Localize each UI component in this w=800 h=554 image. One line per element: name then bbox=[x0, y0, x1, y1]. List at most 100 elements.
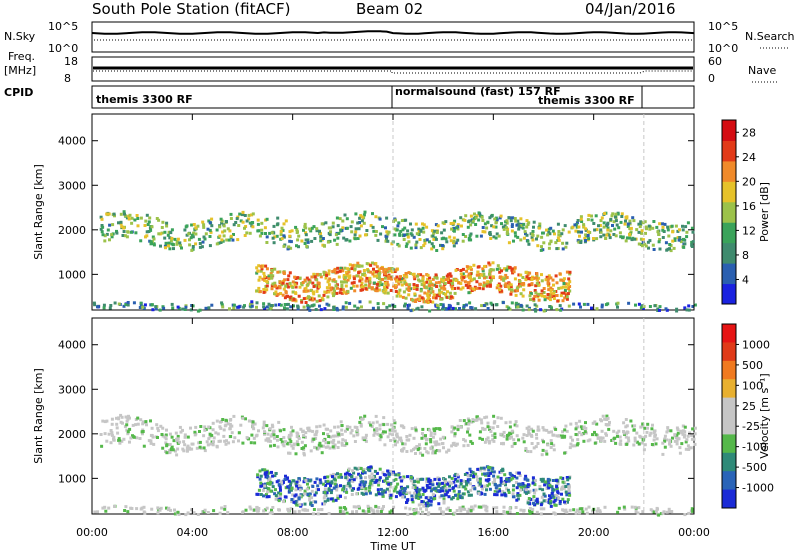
range-time-cell bbox=[110, 417, 114, 421]
range-time-cell bbox=[534, 291, 538, 295]
range-time-cell bbox=[404, 218, 408, 222]
range-time-cell bbox=[505, 226, 508, 230]
range-time-cell bbox=[351, 264, 355, 268]
range-time-cell bbox=[418, 238, 422, 241]
range-time-cell bbox=[170, 302, 174, 306]
range-time-cell bbox=[524, 448, 528, 452]
range-time-cell bbox=[248, 221, 252, 225]
range-time-cell bbox=[591, 421, 595, 425]
range-time-cell bbox=[322, 423, 326, 427]
range-time-cell bbox=[466, 417, 470, 421]
range-time-cell bbox=[575, 223, 578, 227]
range-time-cell bbox=[202, 434, 206, 438]
range-time-cell bbox=[527, 431, 531, 435]
range-time-cell bbox=[550, 442, 554, 446]
range-time-cell bbox=[257, 429, 260, 433]
range-time-cell bbox=[422, 504, 426, 508]
range-time-cell bbox=[309, 289, 313, 292]
range-time-cell bbox=[158, 308, 162, 312]
range-time-cell bbox=[552, 443, 556, 447]
range-time-cell bbox=[505, 219, 509, 223]
range-time-cell bbox=[270, 470, 273, 474]
range-time-cell bbox=[450, 430, 454, 434]
range-time-cell bbox=[369, 423, 373, 427]
range-time-cell bbox=[362, 269, 366, 272]
range-time-cell bbox=[448, 484, 452, 488]
range-time-cell bbox=[469, 232, 473, 236]
range-time-cell bbox=[208, 244, 212, 248]
range-time-cell bbox=[647, 224, 651, 228]
range-time-cell bbox=[281, 281, 285, 285]
range-time-cell bbox=[542, 428, 546, 432]
range-time-cell bbox=[441, 489, 445, 493]
range-time-cell bbox=[662, 510, 666, 514]
range-time-cell bbox=[564, 282, 568, 286]
range-time-cell bbox=[207, 306, 211, 310]
range-time-cell bbox=[207, 437, 211, 441]
range-time-cell bbox=[429, 291, 433, 295]
range-time-cell bbox=[367, 506, 371, 510]
range-time-cell bbox=[288, 234, 292, 238]
range-time-cell bbox=[625, 442, 629, 446]
range-time-cell bbox=[298, 277, 302, 280]
range-time-cell bbox=[118, 441, 122, 445]
range-time-cell bbox=[423, 489, 427, 493]
range-time-cell bbox=[282, 428, 286, 432]
range-time-cell bbox=[426, 277, 430, 281]
range-time-cell bbox=[477, 276, 481, 279]
range-time-cell bbox=[93, 510, 97, 514]
range-tick-label: 3000 bbox=[58, 179, 86, 192]
range-time-cell bbox=[136, 224, 140, 228]
range-time-cell bbox=[273, 492, 277, 496]
range-time-cell bbox=[441, 485, 445, 489]
range-time-cell bbox=[221, 418, 225, 421]
range-time-cell bbox=[516, 497, 520, 501]
range-time-cell bbox=[454, 307, 457, 311]
range-time-cell bbox=[452, 221, 456, 225]
range-time-cell bbox=[226, 422, 230, 426]
range-time-cell bbox=[389, 496, 393, 500]
range-time-cell bbox=[281, 293, 285, 297]
range-time-cell bbox=[454, 472, 458, 476]
range-time-cell bbox=[322, 439, 326, 443]
cpid-segment-2: normalsound (fast) 157 RF bbox=[395, 85, 561, 98]
range-time-cell bbox=[568, 272, 572, 276]
range-time-cell bbox=[375, 286, 379, 290]
range-time-cell bbox=[393, 429, 397, 433]
range-time-cell bbox=[318, 273, 322, 276]
range-time-cell bbox=[633, 439, 637, 443]
range-time-cell bbox=[501, 490, 505, 493]
range-time-cell bbox=[326, 432, 330, 436]
range-time-cell bbox=[332, 477, 336, 481]
range-time-cell bbox=[593, 441, 597, 445]
range-time-cell bbox=[563, 296, 567, 300]
range-time-cell bbox=[603, 505, 607, 509]
range-time-cell bbox=[169, 239, 173, 243]
range-time-cell bbox=[344, 301, 348, 305]
colorbar-swatch bbox=[722, 324, 736, 343]
range-time-cell bbox=[411, 486, 415, 490]
range-time-cell bbox=[527, 277, 531, 281]
range-time-cell bbox=[194, 425, 198, 429]
range-time-cell bbox=[503, 473, 507, 477]
range-time-cell bbox=[571, 444, 575, 448]
range-time-cell bbox=[319, 235, 323, 239]
range-time-cell bbox=[556, 299, 560, 303]
range-time-cell bbox=[357, 486, 361, 490]
range-time-cell bbox=[316, 484, 320, 488]
range-time-cell bbox=[467, 281, 471, 285]
range-time-cell bbox=[175, 242, 179, 246]
range-time-cell bbox=[548, 305, 552, 308]
range-time-cell bbox=[459, 272, 463, 276]
range-time-cell bbox=[547, 284, 550, 288]
range-time-cell bbox=[269, 306, 273, 310]
range-time-cell bbox=[505, 477, 509, 481]
range-time-cell bbox=[501, 225, 505, 229]
range-time-cell bbox=[297, 484, 300, 487]
range-time-cell bbox=[223, 229, 227, 233]
range-time-cell bbox=[691, 305, 695, 308]
range-time-cell bbox=[427, 298, 431, 301]
range-time-cell bbox=[398, 277, 402, 281]
range-time-cell bbox=[143, 224, 147, 227]
range-time-cell bbox=[264, 475, 268, 479]
